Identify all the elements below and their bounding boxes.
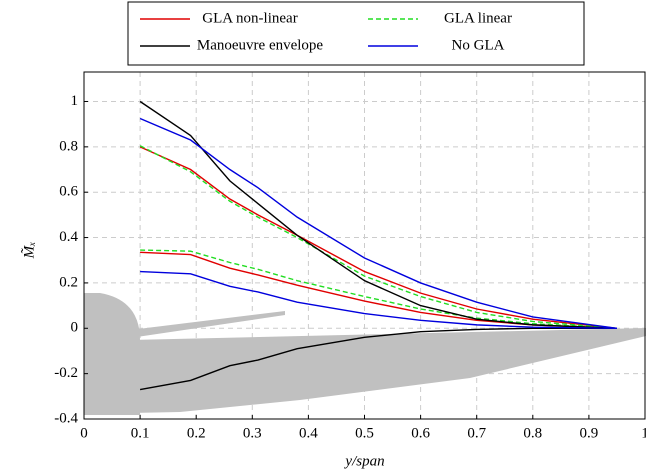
x-tick-label: 0.8 — [523, 425, 542, 441]
x-tick-label: 0.5 — [355, 425, 374, 441]
aircraft-silhouette — [84, 293, 646, 415]
y-tick-label: 0.8 — [59, 138, 78, 154]
y-axis-label: M̃ₓ — [21, 242, 37, 260]
series-line — [139, 146, 618, 329]
x-tick-label: 0.6 — [411, 425, 430, 441]
series-line — [139, 145, 618, 329]
fuselage — [84, 293, 140, 415]
x-tick-label: 0.4 — [299, 425, 318, 441]
y-tick-label: 1 — [71, 93, 79, 109]
series-line — [139, 100, 617, 329]
legend-label: GLA non-linear — [202, 10, 297, 26]
x-tick-label: 1 — [641, 425, 646, 441]
tail — [130, 311, 285, 338]
wing — [130, 328, 646, 413]
y-tick-label: 0.4 — [59, 229, 78, 245]
legend-box — [127, 1, 585, 66]
x-tick-label: 0.2 — [187, 425, 206, 441]
series-line — [139, 327, 617, 391]
y-tick-label: 0.6 — [59, 184, 78, 200]
x-tick-label: 0.3 — [243, 425, 262, 441]
x-tick-label: 0.9 — [580, 425, 599, 441]
x-tick-label: 0.7 — [467, 425, 486, 441]
series-line — [140, 249, 617, 329]
x-axis-label: y/span — [343, 453, 384, 469]
legend-label: GLA linear — [444, 10, 512, 26]
y-tick-label: 0.2 — [59, 274, 78, 290]
series-line — [140, 270, 617, 329]
y-tick-label: 0 — [71, 320, 79, 336]
legend-label: No GLA — [452, 37, 505, 53]
x-tick-label: 0.1 — [131, 425, 150, 441]
series-line — [139, 117, 618, 329]
y-tick-label: -0.2 — [54, 365, 78, 381]
x-tick-label: 0 — [80, 425, 88, 441]
plot-frame — [83, 71, 646, 420]
y-tick-label: -0.4 — [54, 410, 78, 426]
legend-label: Manoeuvre envelope — [197, 37, 324, 53]
